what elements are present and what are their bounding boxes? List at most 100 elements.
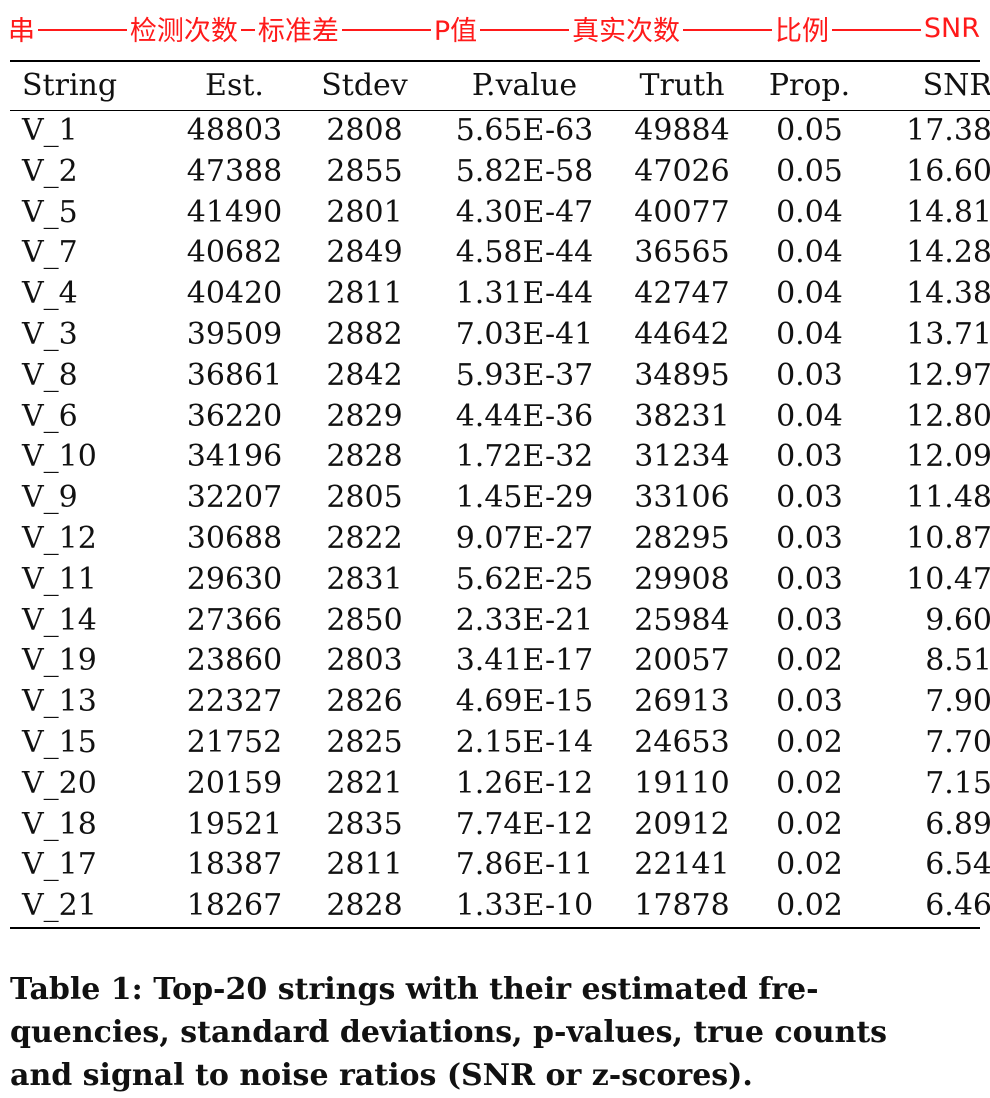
table-row: V_19 23860 2803 3.41E-17 20057 0.02 8.51 <box>10 641 990 682</box>
header-truth: Truth <box>639 68 725 103</box>
cell-stdev: 2801 <box>326 194 403 230</box>
cell-prop: 0.03 <box>776 480 843 516</box>
cell-pvalue: 4.58E-44 <box>455 235 594 271</box>
cell-est: 36861 <box>186 357 283 393</box>
cell-stdev: 2850 <box>326 602 403 638</box>
cell-prop: 0.03 <box>776 439 843 475</box>
cell-est: 34196 <box>186 439 283 475</box>
cell-snr: 10.87 <box>906 520 990 556</box>
cell-prop: 0.03 <box>776 520 843 556</box>
cell-snr: 10.47 <box>906 561 990 597</box>
cell-pvalue: 1.26E-12 <box>455 765 594 801</box>
cell-snr: 7.70 <box>925 724 990 760</box>
cell-pvalue: 5.93E-37 <box>455 357 594 393</box>
table-row: V_1 48803 2808 5.65E-63 49884 0.05 17.38 <box>10 111 990 152</box>
cell-stdev: 2803 <box>326 643 403 679</box>
table-row: V_15 21752 2825 2.15E-14 24653 0.02 7.70 <box>10 723 990 764</box>
table-row: V_4 40420 2811 1.31E-44 42747 0.04 14.38 <box>10 274 990 315</box>
cell-truth: 25984 <box>634 602 730 638</box>
table-row: V_13 22327 2826 4.69E-15 26913 0.03 7.90 <box>10 682 990 723</box>
cell-truth: 17878 <box>634 888 730 924</box>
cell-snr: 13.71 <box>906 316 990 352</box>
cell-prop: 0.02 <box>776 847 843 883</box>
header-pvalue: P.value <box>471 68 578 103</box>
cell-string: V_20 <box>22 765 97 801</box>
annotation-header: 串 检测次数 标准差 P值 真实次数 比例 SNR <box>8 6 980 50</box>
cell-string: V_13 <box>22 684 97 720</box>
cell-truth: 26913 <box>634 684 730 720</box>
table-row: V_5 41490 2801 4.30E-47 40077 0.04 14.81 <box>10 193 990 234</box>
cell-pvalue: 4.30E-47 <box>455 194 594 230</box>
cell-est: 41490 <box>186 194 283 230</box>
cell-prop: 0.05 <box>776 113 843 148</box>
cell-pvalue: 1.45E-29 <box>455 480 594 516</box>
cell-string: V_17 <box>22 847 97 883</box>
cell-stdev: 2805 <box>326 480 403 516</box>
cell-snr: 6.54 <box>925 847 990 883</box>
header-snr: SNR <box>922 68 990 103</box>
cell-stdev: 2826 <box>326 684 403 720</box>
cell-string: V_6 <box>22 398 78 434</box>
cell-string: V_5 <box>22 194 78 230</box>
cell-string: V_12 <box>22 520 97 556</box>
cell-prop: 0.04 <box>776 194 843 230</box>
cell-prop: 0.04 <box>776 398 843 434</box>
annotation-label-est: 检测次数 <box>129 15 238 47</box>
table-row: V_3 39509 2882 7.03E-41 44642 0.04 13.71 <box>10 315 990 356</box>
annotation-dash <box>240 29 255 31</box>
cell-snr: 17.38 <box>906 113 990 148</box>
cell-string: V_14 <box>22 602 97 638</box>
cell-string: V_2 <box>22 153 78 189</box>
annotation-label-string: 串 <box>8 15 35 47</box>
annotation-dash <box>683 29 772 31</box>
cell-pvalue: 1.31E-44 <box>455 276 594 312</box>
cell-est: 36220 <box>186 398 283 434</box>
cell-string: V_18 <box>22 806 97 842</box>
cell-truth: 34895 <box>634 357 730 393</box>
cell-prop: 0.03 <box>776 561 843 597</box>
table-row: V_2 47388 2855 5.82E-58 47026 0.05 16.60 <box>10 152 990 193</box>
cell-est: 40420 <box>186 276 283 312</box>
cell-truth: 38231 <box>634 398 730 434</box>
cell-snr: 14.81 <box>906 194 990 230</box>
cell-prop: 0.03 <box>776 357 843 393</box>
table-row: V_12 30688 2822 9.07E-27 28295 0.03 10.87 <box>10 519 990 560</box>
cell-est: 23860 <box>186 643 283 679</box>
cell-string: V_7 <box>22 235 78 271</box>
cell-pvalue: 1.33E-10 <box>455 888 594 924</box>
cell-truth: 44642 <box>634 316 730 352</box>
cell-snr: 8.51 <box>925 643 990 679</box>
table-row: V_8 36861 2842 5.93E-37 34895 0.03 12.97 <box>10 356 990 397</box>
cell-stdev: 2821 <box>326 765 403 801</box>
header-stdev: Stdev <box>321 68 408 103</box>
cell-truth: 29908 <box>634 561 730 597</box>
cell-string: V_4 <box>22 276 78 312</box>
annotation-dash <box>480 29 570 31</box>
cell-snr: 14.28 <box>906 235 990 271</box>
cell-pvalue: 3.41E-17 <box>455 643 594 679</box>
cell-prop: 0.02 <box>776 765 843 801</box>
table-row: V_9 32207 2805 1.45E-29 33106 0.03 11.48 <box>10 478 990 519</box>
cell-stdev: 2828 <box>326 439 403 475</box>
cell-stdev: 2831 <box>326 561 403 597</box>
cell-est: 47388 <box>186 153 283 189</box>
cell-pvalue: 9.07E-27 <box>455 520 594 556</box>
caption-line: Table 1: Top-20 strings with their estim… <box>10 972 819 1007</box>
cell-est: 40682 <box>186 235 283 271</box>
annotation-label-prop: 比例 <box>774 15 829 47</box>
cell-snr: 9.60 <box>925 602 990 638</box>
cell-prop: 0.02 <box>776 806 843 842</box>
cell-stdev: 2829 <box>326 398 403 434</box>
cell-snr: 7.15 <box>925 765 990 801</box>
table-row: V_7 40682 2849 4.58E-44 36565 0.04 14.28 <box>10 233 990 274</box>
cell-truth: 47026 <box>634 153 730 189</box>
cell-est: 18267 <box>186 888 283 924</box>
cell-string: V_9 <box>22 480 78 516</box>
cell-prop: 0.02 <box>776 888 843 924</box>
cell-est: 20159 <box>186 765 283 801</box>
cell-truth: 33106 <box>634 480 730 516</box>
cell-snr: 6.89 <box>925 806 990 842</box>
cell-stdev: 2835 <box>326 806 403 842</box>
cell-pvalue: 5.82E-58 <box>455 153 594 189</box>
cell-pvalue: 4.44E-36 <box>455 398 594 434</box>
